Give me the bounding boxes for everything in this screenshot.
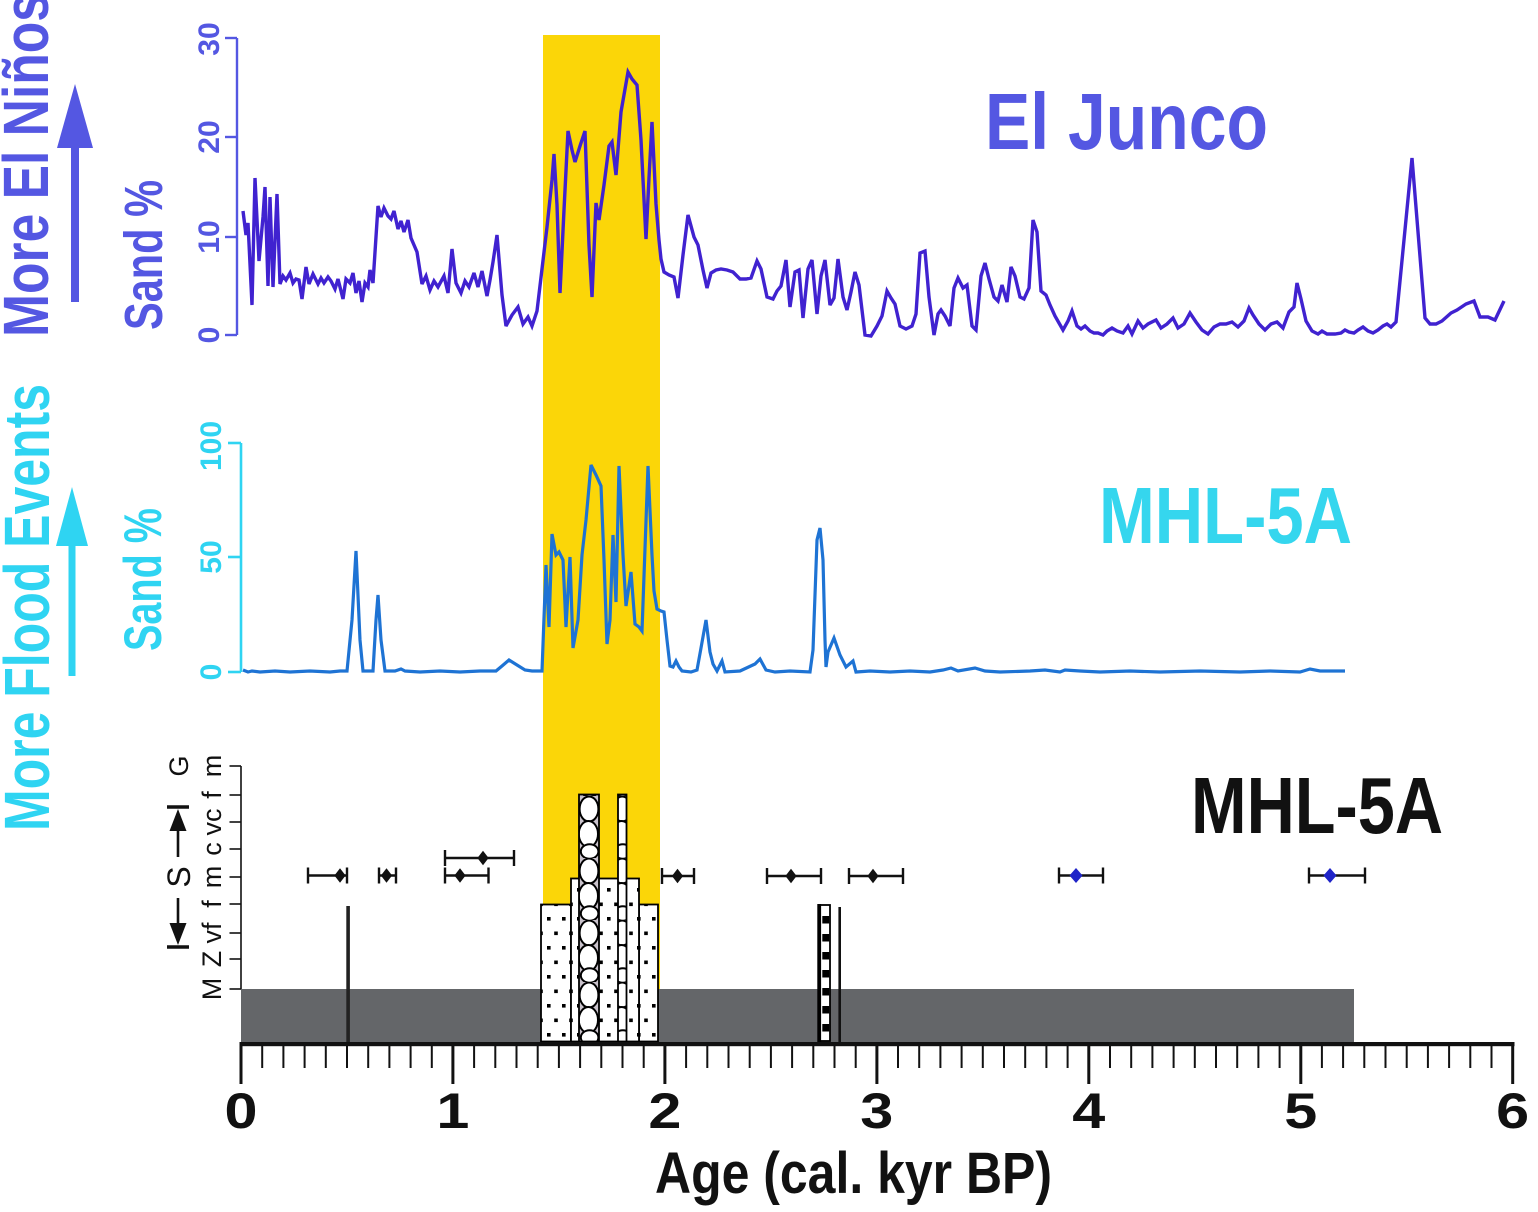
svg-text:c: c bbox=[197, 842, 227, 856]
svg-text:5: 5 bbox=[1284, 1083, 1317, 1139]
svg-text:El Junco: El Junco bbox=[985, 77, 1268, 166]
svg-text:m: m bbox=[197, 755, 227, 778]
svg-text:100: 100 bbox=[195, 421, 228, 471]
svg-text:vc: vc bbox=[197, 809, 227, 836]
svg-text:More El Niños: More El Niños bbox=[0, 0, 62, 337]
svg-text:MHL-5A: MHL-5A bbox=[1099, 471, 1352, 560]
svg-text:0: 0 bbox=[225, 1083, 258, 1139]
svg-text:f: f bbox=[197, 791, 227, 799]
svg-text:1: 1 bbox=[436, 1083, 469, 1139]
svg-text:vf: vf bbox=[197, 922, 227, 944]
svg-text:Sand %: Sand % bbox=[114, 508, 173, 651]
svg-text:Sand %: Sand % bbox=[114, 180, 174, 330]
svg-text:Age (cal. kyr BP): Age (cal. kyr BP) bbox=[655, 1141, 1052, 1206]
svg-text:10: 10 bbox=[193, 220, 226, 253]
svg-text:2: 2 bbox=[648, 1083, 681, 1139]
svg-text:S: S bbox=[161, 866, 197, 887]
svg-text:Z: Z bbox=[197, 951, 227, 968]
svg-text:MHL-5A: MHL-5A bbox=[1191, 761, 1443, 850]
svg-text:30: 30 bbox=[193, 22, 226, 55]
svg-text:f: f bbox=[197, 900, 227, 908]
svg-text:m: m bbox=[197, 866, 227, 889]
svg-text:50: 50 bbox=[195, 540, 228, 573]
svg-text:G: G bbox=[164, 755, 194, 776]
svg-text:20: 20 bbox=[193, 120, 226, 153]
svg-text:M: M bbox=[197, 978, 227, 1001]
svg-text:More Flood Events: More Flood Events bbox=[0, 384, 63, 831]
svg-text:4: 4 bbox=[1072, 1083, 1105, 1139]
svg-text:0: 0 bbox=[195, 664, 228, 681]
svg-text:6: 6 bbox=[1496, 1083, 1529, 1139]
svg-text:3: 3 bbox=[860, 1083, 893, 1139]
svg-text:0: 0 bbox=[193, 327, 226, 344]
